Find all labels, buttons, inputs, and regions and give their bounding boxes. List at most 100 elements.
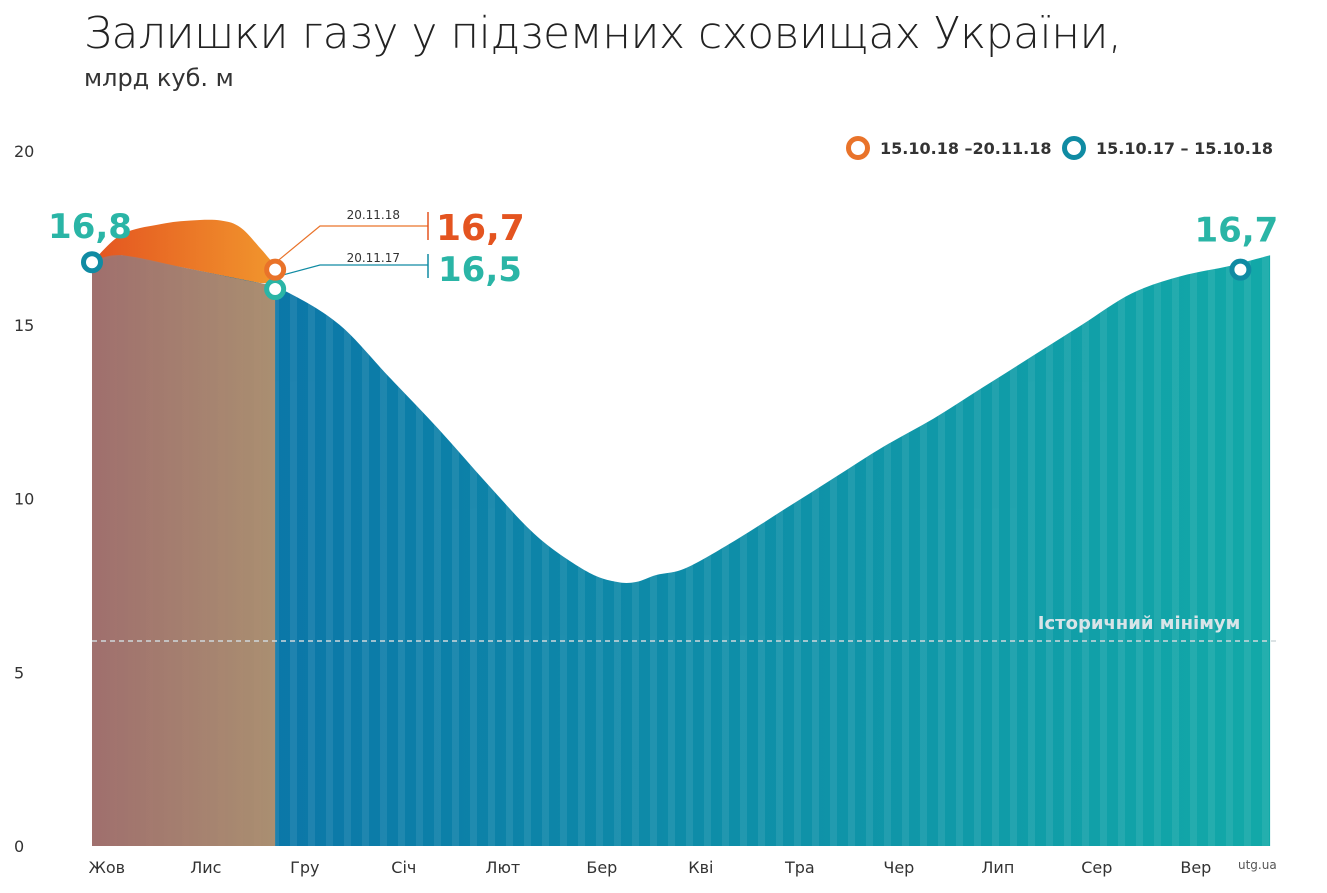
texture-stripe — [542, 255, 549, 846]
end-2017-value: 16,5 — [438, 250, 522, 290]
texture-stripe — [920, 255, 927, 846]
legend-label-2017: 15.10.17 – 15.10.18 — [1096, 138, 1274, 158]
legend-label-2018: 15.10.18 –20.11.18 — [880, 138, 1052, 158]
texture-stripe — [884, 255, 891, 846]
texture-stripe — [848, 255, 855, 846]
x-tick-label: Бер — [586, 858, 617, 877]
x-tick-label: Чер — [883, 858, 914, 877]
texture-stripe — [560, 255, 567, 846]
period-overlay-2018 — [92, 255, 276, 846]
x-tick-label: Тра — [784, 858, 815, 877]
end-2017-leader — [274, 264, 428, 278]
texture-stripe — [362, 255, 369, 846]
texture-stripe — [722, 255, 729, 846]
texture-stripe — [776, 255, 783, 846]
texture-stripe — [452, 255, 459, 846]
texture-stripe — [632, 255, 639, 846]
x-tick-label: Лют — [485, 858, 520, 877]
series-area-2017-18 — [92, 255, 1271, 846]
texture-stripe — [578, 255, 585, 846]
legend-marker-orange — [846, 136, 870, 160]
texture-stripe — [326, 255, 333, 846]
chart-title: Залишки газу у підземних сховищах Україн… — [84, 8, 1122, 59]
end-2018-date: 20.11.18 — [347, 208, 400, 222]
end-2017-marker — [264, 278, 287, 301]
texture-stripe — [830, 255, 837, 846]
source-credit: utg.ua — [1238, 858, 1277, 872]
y-axis: 0 5 10 15 20 — [14, 142, 34, 856]
x-tick-label: Вер — [1180, 858, 1211, 877]
texture-stripe — [866, 255, 873, 846]
x-tick-label: Лис — [190, 858, 221, 877]
start-value-label: 16,8 — [48, 207, 132, 247]
y-tick-label: 15 — [14, 316, 34, 335]
texture-stripe — [1136, 255, 1143, 846]
annotations: 16,8 20.11.17 16,5 20.11.18 16,7 16,7 — [48, 207, 1278, 301]
y-tick-label: 20 — [14, 142, 34, 161]
texture-stripe — [1190, 255, 1197, 846]
texture-stripe — [1118, 255, 1125, 846]
texture-stripe — [758, 255, 765, 846]
texture-stripe — [704, 255, 711, 846]
historic-minimum-label: Історичний мінімум — [1038, 613, 1241, 634]
plot-area: Історичний мінімум — [92, 219, 1280, 846]
texture-stripe — [1244, 255, 1251, 846]
end-2018-marker — [264, 258, 287, 281]
texture-stripe — [308, 255, 315, 846]
y-tick-label: 0 — [14, 837, 24, 856]
texture-stripe — [1082, 255, 1089, 846]
legend-item-2017: 15.10.17 – 15.10.18 — [1062, 136, 1273, 160]
texture-stripe — [794, 255, 801, 846]
x-tick-label: Січ — [391, 858, 416, 877]
texture-stripe — [524, 255, 531, 846]
legend-item-2018: 15.10.18 –20.11.18 — [846, 136, 1051, 160]
x-tick-label: Жов — [89, 858, 125, 877]
texture-stripe — [1226, 255, 1233, 846]
texture-stripe — [1154, 255, 1161, 846]
y-tick-label: 10 — [14, 490, 34, 509]
x-tick-label: Лип — [981, 858, 1014, 877]
texture-stripe — [956, 255, 963, 846]
texture-stripe — [1046, 255, 1053, 846]
chart-subtitle: млрд куб. м — [84, 64, 234, 92]
x-axis: Жов Лис Гру Січ Лют Бер Кві Тра Чер Лип Сер Вер — [89, 858, 1212, 877]
texture-stripe — [488, 255, 495, 846]
texture-stripe — [1262, 255, 1269, 846]
legend-marker-teal — [1062, 136, 1086, 160]
x-tick-label: Кві — [688, 858, 713, 877]
end-2017-date: 20.11.17 — [347, 251, 400, 265]
texture-stripe — [344, 255, 351, 846]
texture-stripe — [938, 255, 945, 846]
start-marker — [81, 251, 103, 274]
texture-stripe — [290, 255, 297, 846]
texture-stripe — [470, 255, 477, 846]
end-year-value: 16,7 — [1194, 211, 1278, 251]
texture-stripe — [416, 255, 423, 846]
texture-stripe — [974, 255, 981, 846]
end-year-marker — [1229, 258, 1252, 281]
texture-stripe — [992, 255, 999, 846]
texture-stripe — [668, 255, 675, 846]
texture-stripe — [1010, 255, 1017, 846]
texture-stripe — [686, 255, 693, 846]
texture-stripe — [380, 255, 387, 846]
texture-stripe — [272, 255, 279, 846]
y-tick-label: 5 — [14, 663, 24, 682]
texture-stripe — [506, 255, 513, 846]
texture-stripe — [812, 255, 819, 846]
texture-stripe — [596, 255, 603, 846]
texture-stripe — [1208, 255, 1215, 846]
texture-stripe — [398, 255, 405, 846]
texture-stripe — [650, 255, 657, 846]
end-2018-value: 16,7 — [436, 208, 525, 249]
x-tick-label: Сер — [1081, 858, 1112, 877]
texture-stripe — [1064, 255, 1071, 846]
texture-stripe — [1172, 255, 1179, 846]
texture-stripe — [434, 255, 441, 846]
texture-stripe — [614, 255, 621, 846]
x-tick-label: Гру — [290, 858, 319, 877]
texture-stripe — [740, 255, 747, 846]
end-2018-leader — [278, 225, 428, 261]
texture-stripe — [1100, 255, 1107, 846]
